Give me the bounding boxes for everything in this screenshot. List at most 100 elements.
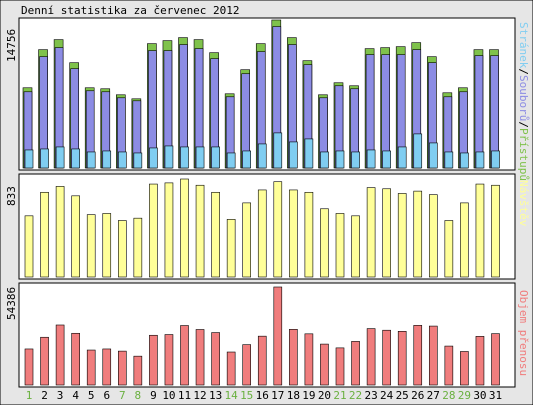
kbytes-bar xyxy=(335,347,345,386)
visits-bar xyxy=(366,187,376,278)
kbytes-bar xyxy=(164,334,174,386)
kbytes-bar xyxy=(304,333,314,386)
day-label: 27 xyxy=(427,389,440,402)
day-label: 3 xyxy=(57,389,64,402)
day-label: 4 xyxy=(72,389,79,402)
kbytes-bar xyxy=(366,328,376,386)
visits-bar xyxy=(335,213,345,278)
day-label: 23 xyxy=(364,389,377,402)
x-axis-labels: 1 2 3 4 5 6 7 8 9 10 11 12 13 14 15 16 17 18 19 20 21 22 23 24 2… xyxy=(26,389,502,402)
day-label: 29 xyxy=(458,389,471,402)
visits-bar xyxy=(289,189,298,278)
pages-bar xyxy=(382,150,391,169)
kbytes-bar xyxy=(289,329,298,386)
pages-bar xyxy=(149,147,158,169)
kbytes-bar xyxy=(273,286,283,386)
visits-bar xyxy=(24,215,34,278)
bottom-legend: Objem přenosu xyxy=(517,290,530,376)
top-legend: Stránek/Souborů/Přístupů xyxy=(517,22,530,181)
kbytes-bar xyxy=(55,324,65,386)
top-ymax-label: 14756 xyxy=(5,29,18,62)
kbytes-bar xyxy=(397,331,407,386)
visits-bar xyxy=(164,182,174,278)
chart-bars xyxy=(22,19,500,386)
day-label: 25 xyxy=(396,389,409,402)
visits-bar xyxy=(102,213,112,278)
kbytes-bar xyxy=(242,344,251,386)
visits-bar xyxy=(413,190,423,278)
top-legend-part: / xyxy=(517,121,530,128)
middle-legend: Návštěv xyxy=(517,180,530,227)
pages-bar xyxy=(335,150,345,169)
day-label: 20 xyxy=(318,389,331,402)
pages-bar xyxy=(351,151,360,169)
day-label: 16 xyxy=(256,389,269,402)
pages-bar xyxy=(460,152,469,169)
visits-bar xyxy=(242,202,251,278)
kbytes-bar xyxy=(460,351,469,386)
visits-bar xyxy=(257,189,267,278)
kbytes-bar xyxy=(195,329,205,386)
kbytes-bar xyxy=(320,343,329,386)
visits-bar xyxy=(195,184,205,278)
pages-bar xyxy=(273,132,283,169)
visits-bar xyxy=(320,208,329,278)
pages-bar xyxy=(86,151,96,169)
visits-bar xyxy=(133,217,143,278)
pages-bar xyxy=(475,151,485,169)
pages-bar xyxy=(102,150,112,169)
kbytes-bar xyxy=(226,351,236,386)
kbytes-bar xyxy=(351,341,360,386)
day-label: 26 xyxy=(411,389,424,402)
kbytes-bar xyxy=(444,345,454,386)
day-label: 5 xyxy=(88,389,95,402)
day-label: 28 xyxy=(442,389,455,402)
day-label: 19 xyxy=(302,389,315,402)
day-label: 24 xyxy=(380,389,394,402)
day-label: 1 xyxy=(26,389,33,402)
pages-bar xyxy=(289,141,298,169)
kbytes-bar xyxy=(71,332,80,386)
pages-bar xyxy=(320,151,329,169)
day-label: 18 xyxy=(287,389,300,402)
visits-bar xyxy=(475,183,485,278)
visits-bar xyxy=(304,191,314,278)
kbytes-bar xyxy=(180,325,189,386)
visits-bar xyxy=(351,215,360,278)
kbytes-bar xyxy=(133,355,143,386)
visits-bar xyxy=(40,191,49,278)
kbytes-bar xyxy=(118,350,127,386)
chart-title: Denní statistika za červenec 2012 xyxy=(21,4,240,17)
pages-bar xyxy=(195,146,205,169)
kbytes-bar xyxy=(475,336,485,386)
day-label: 31 xyxy=(489,389,502,402)
visits-bar xyxy=(460,202,469,278)
kbytes-bar xyxy=(428,325,438,386)
day-label: 9 xyxy=(150,389,157,402)
kbytes-bar xyxy=(413,325,423,386)
kbytes-bar xyxy=(211,332,220,386)
day-label: 17 xyxy=(271,389,284,402)
top-legend-part: Přístupů xyxy=(517,128,530,181)
day-label: 2 xyxy=(41,389,48,402)
visits-bar xyxy=(86,214,96,278)
visits-bar xyxy=(397,193,407,278)
pages-bar xyxy=(444,151,454,169)
pages-bar xyxy=(55,146,65,169)
visits-bar xyxy=(211,191,220,278)
pages-bar xyxy=(133,152,143,169)
top-legend-part: Souborů xyxy=(517,75,530,121)
pages-bar xyxy=(304,138,314,169)
day-label: 14 xyxy=(225,389,239,402)
visits-bar xyxy=(71,195,80,278)
files-bar xyxy=(474,55,484,169)
visits-bar xyxy=(226,219,236,278)
pages-bar xyxy=(211,146,220,169)
pages-bar xyxy=(180,146,189,169)
kbytes-bar xyxy=(149,334,158,386)
visits-bar xyxy=(491,184,500,278)
kbytes-bar xyxy=(24,348,34,386)
visits-bar xyxy=(118,220,127,278)
pages-bar xyxy=(226,152,236,169)
